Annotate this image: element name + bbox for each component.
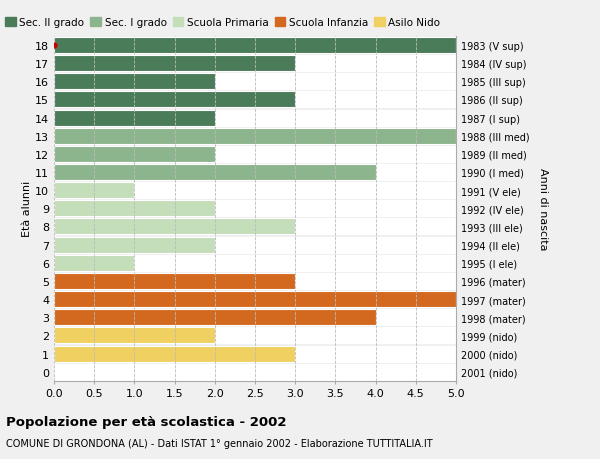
- Bar: [54, 38, 456, 54]
- Bar: [54, 328, 456, 344]
- Bar: [54, 291, 456, 308]
- Bar: [54, 255, 456, 271]
- Bar: [54, 129, 456, 144]
- Bar: [54, 309, 376, 325]
- Bar: [54, 183, 456, 199]
- Bar: [54, 309, 456, 325]
- Text: COMUNE DI GRONDONA (AL) - Dati ISTAT 1° gennaio 2002 - Elaborazione TUTTITALIA.I: COMUNE DI GRONDONA (AL) - Dati ISTAT 1° …: [6, 438, 433, 448]
- Bar: [54, 146, 215, 162]
- Bar: [54, 237, 456, 253]
- Y-axis label: Età alunni: Età alunni: [22, 181, 32, 237]
- Bar: [54, 274, 456, 289]
- Bar: [54, 165, 456, 180]
- Bar: [54, 146, 456, 162]
- Bar: [54, 165, 376, 180]
- Bar: [54, 74, 456, 90]
- Bar: [54, 255, 134, 271]
- Bar: [54, 56, 456, 72]
- Bar: [54, 346, 456, 362]
- Text: Popolazione per età scolastica - 2002: Popolazione per età scolastica - 2002: [6, 415, 287, 428]
- Bar: [54, 274, 295, 289]
- Bar: [54, 56, 295, 72]
- Bar: [54, 110, 456, 126]
- Bar: [54, 328, 215, 344]
- Bar: [54, 183, 134, 199]
- Bar: [54, 110, 215, 126]
- Bar: [54, 291, 456, 308]
- Y-axis label: Anni di nascita: Anni di nascita: [538, 168, 548, 250]
- Legend: Sec. II grado, Sec. I grado, Scuola Primaria, Scuola Infanzia, Asilo Nido: Sec. II grado, Sec. I grado, Scuola Prim…: [5, 18, 440, 28]
- Bar: [54, 92, 456, 108]
- Bar: [54, 201, 215, 217]
- Bar: [54, 74, 215, 90]
- Bar: [54, 346, 295, 362]
- Bar: [54, 201, 456, 217]
- Bar: [54, 38, 456, 54]
- Bar: [54, 92, 295, 108]
- Bar: [54, 219, 456, 235]
- Bar: [54, 129, 456, 144]
- Bar: [54, 237, 215, 253]
- Bar: [54, 364, 456, 380]
- Bar: [54, 219, 295, 235]
